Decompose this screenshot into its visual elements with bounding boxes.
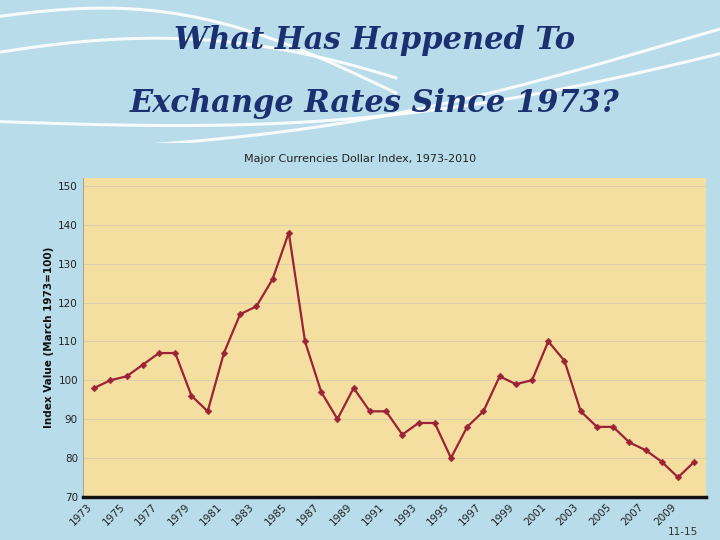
Text: 11-15: 11-15 — [668, 527, 698, 537]
Y-axis label: Index Value (March 1973=100): Index Value (March 1973=100) — [44, 247, 54, 428]
Text: What Has Happened To: What Has Happened To — [174, 24, 575, 56]
Text: Exchange Rates Since 1973?: Exchange Rates Since 1973? — [130, 87, 619, 119]
Text: Major Currencies Dollar Index, 1973-2010: Major Currencies Dollar Index, 1973-2010 — [244, 154, 476, 165]
